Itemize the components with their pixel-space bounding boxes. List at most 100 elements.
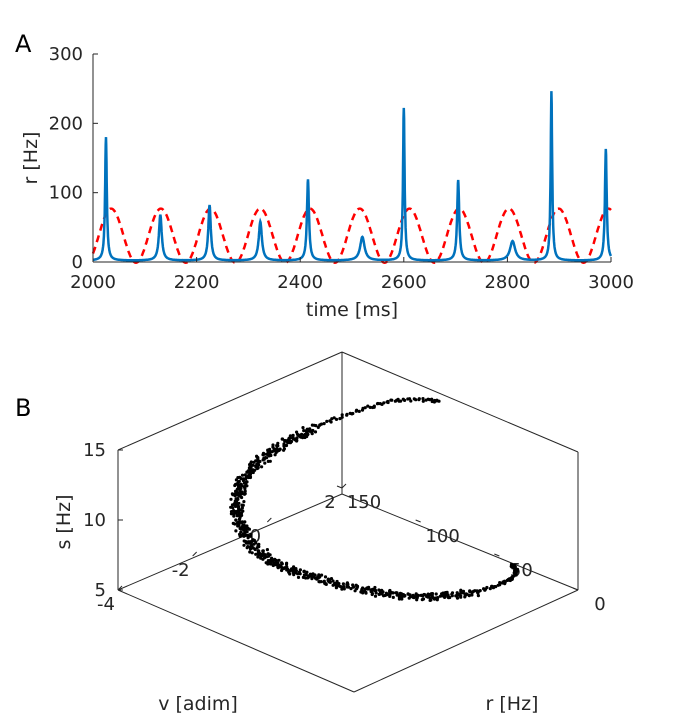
trajectory-point: [345, 412, 349, 416]
trajectory-point: [424, 398, 428, 402]
trajectory-point: [266, 554, 271, 558]
trajectory-point: [502, 579, 507, 583]
trajectory-point: [364, 591, 368, 595]
trajectory-point: [233, 499, 237, 503]
trajectory-point: [233, 492, 237, 496]
trajectory-point: [316, 575, 320, 579]
trajectory-point: [329, 577, 334, 581]
trajectory-point: [498, 581, 502, 585]
trajectory-point: [368, 405, 372, 409]
trajectory-point: [373, 585, 377, 590]
trajectory-point: [239, 527, 243, 531]
trajectory-point: [246, 475, 251, 480]
trajectory-point: [322, 422, 326, 426]
trajectory-point: [243, 520, 247, 524]
trajectory-point: [245, 540, 249, 545]
trajectory-point: [465, 592, 469, 596]
trajectory-point: [247, 527, 251, 531]
trajectory-point: [238, 534, 242, 538]
r-axis: [353, 589, 579, 693]
trajectory-point: [427, 593, 431, 597]
trajectory-point: [254, 465, 258, 469]
trajectory-point: [267, 453, 271, 457]
trajectory-point: [421, 597, 426, 601]
v-tick-label: 2: [324, 492, 335, 513]
y-tick-label: 0: [72, 252, 83, 273]
trajectory-point: [302, 429, 306, 433]
panel-b-trajectory: [229, 397, 520, 603]
trajectory-point: [248, 534, 252, 538]
trajectory-point: [428, 598, 432, 603]
trajectory-point: [291, 433, 295, 437]
trajectory-point: [280, 568, 284, 573]
trajectory-point: [378, 402, 382, 406]
v-tick: [341, 483, 347, 489]
trajectory-point: [284, 443, 289, 448]
trajectory-point: [268, 447, 272, 451]
trajectory-point: [485, 585, 489, 590]
trajectory-point: [473, 589, 477, 593]
trajectory-point: [509, 564, 513, 569]
trajectory-point: [455, 596, 460, 600]
trajectory-point: [357, 409, 361, 413]
y-tick-label: 300: [49, 44, 83, 65]
trajectory-point: [361, 591, 365, 595]
trajectory-point: [323, 581, 327, 586]
trajectory-point: [277, 558, 281, 562]
trajectory-point: [252, 460, 256, 464]
panel-b-label: B: [15, 394, 31, 422]
trajectory-point: [250, 539, 254, 544]
trajectory-point: [260, 465, 264, 469]
trajectory-point: [346, 585, 351, 589]
box-edge: [117, 493, 343, 591]
trajectory-point: [476, 594, 480, 598]
trajectory-point: [353, 589, 357, 593]
trajectory-point: [330, 417, 334, 421]
trajectory-point: [273, 453, 277, 457]
trajectory-point: [328, 419, 332, 423]
trajectory-point: [286, 441, 290, 445]
trajectory-point: [366, 404, 370, 408]
trajectory-point: [470, 593, 474, 597]
trajectory-point: [440, 594, 445, 598]
trajectory-point: [272, 561, 276, 565]
trajectory-point: [250, 551, 254, 555]
trajectory-point: [234, 529, 238, 533]
trajectory-point: [288, 441, 292, 445]
trajectory-point: [334, 417, 339, 421]
trajectory-point: [397, 595, 401, 599]
trajectory-point: [256, 543, 260, 547]
trajectory-point: [230, 503, 235, 507]
trajectory-point: [245, 470, 249, 474]
trajectory-point: [256, 552, 260, 556]
box-edge: [117, 351, 343, 451]
trajectory-point: [371, 587, 375, 591]
trajectory-point: [270, 556, 274, 560]
s-tick-label: 15: [83, 440, 106, 461]
r-tick-label: 150: [347, 492, 381, 513]
trajectory-point: [380, 588, 384, 592]
trajectory-point: [245, 546, 249, 550]
trajectory-point: [338, 584, 342, 589]
trajectory-point: [236, 476, 240, 480]
trajectory-point: [243, 484, 247, 489]
trajectory-point: [295, 432, 300, 436]
trajectory-point: [242, 492, 247, 496]
trajectory-point: [511, 574, 516, 578]
trajectory-point: [459, 588, 463, 592]
trajectory-point: [239, 482, 243, 486]
trajectory-point: [340, 413, 344, 417]
v-tick: [192, 551, 198, 557]
trajectory-point: [325, 419, 329, 423]
panel-b-vlabel: v [adim]: [158, 693, 238, 715]
v-tick: [117, 585, 123, 591]
trajectory-point: [262, 452, 267, 456]
trajectory-point: [370, 591, 374, 596]
r-tick: [415, 519, 421, 523]
trajectory-point: [237, 479, 241, 483]
trajectory-point: [279, 565, 283, 569]
trajectory-point: [377, 592, 381, 597]
panel-a-xlabel: time [ms]: [306, 299, 398, 321]
trajectory-point: [377, 588, 381, 592]
